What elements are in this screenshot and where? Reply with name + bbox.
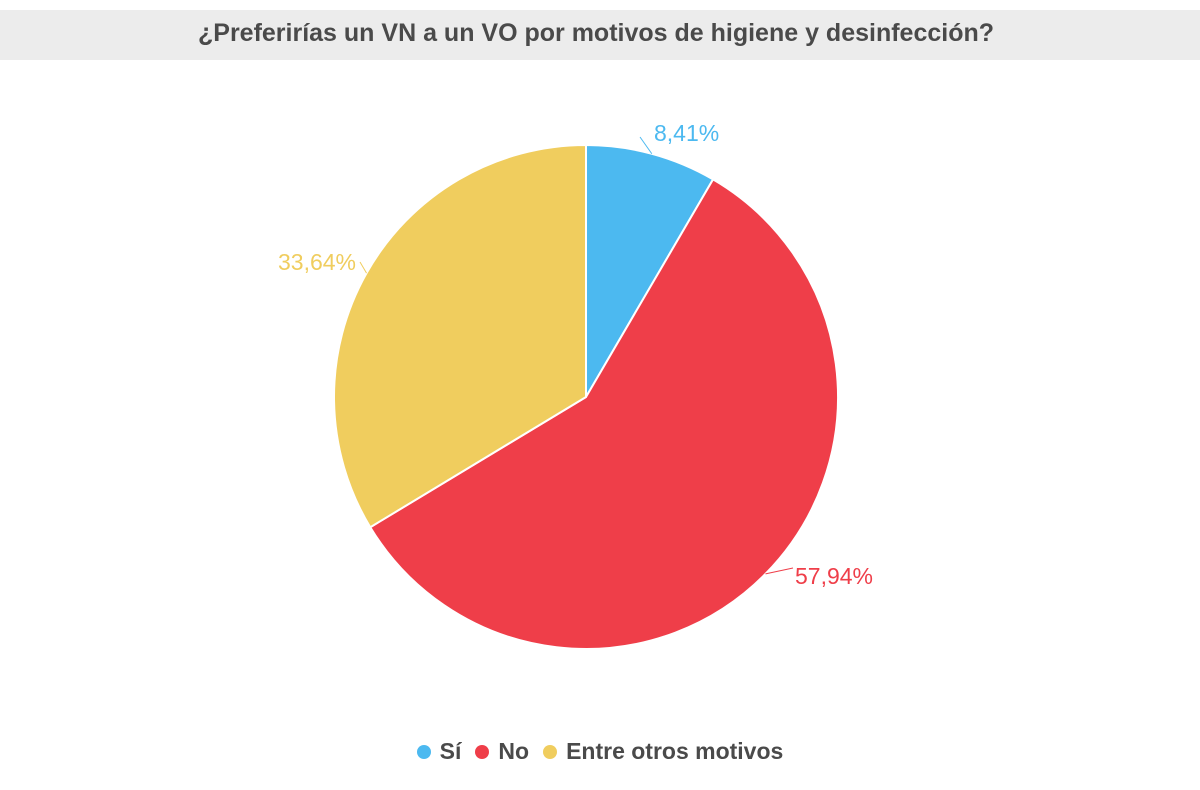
legend-label: Entre otros motivos bbox=[566, 738, 784, 764]
leader-lines bbox=[359, 136, 794, 575]
pie-slice-3 bbox=[333, 144, 587, 529]
legend-item-3: Entre otros motivos bbox=[543, 738, 783, 765]
legend-item-1: Sí bbox=[416, 738, 462, 765]
data-label-3: 33,64% bbox=[278, 249, 356, 275]
leader-line-1 bbox=[639, 136, 653, 155]
pie-slices bbox=[333, 144, 839, 650]
legend-swatch bbox=[475, 744, 490, 759]
legend-label: Sí bbox=[439, 738, 462, 764]
legend: Sí No Entre otros motivos bbox=[0, 738, 1200, 765]
pie-slice-2 bbox=[369, 178, 839, 650]
leader-line-2 bbox=[765, 567, 794, 575]
leader-line-3 bbox=[359, 261, 367, 274]
data-labels: 8,41% 57,94% 33,64% bbox=[278, 120, 873, 589]
legend-swatch bbox=[416, 744, 431, 759]
legend-label: No bbox=[498, 738, 530, 764]
pie-slice-1 bbox=[585, 144, 715, 398]
data-label-1: 8,41% bbox=[654, 120, 719, 146]
legend-swatch bbox=[543, 744, 558, 759]
legend-item-2: No bbox=[475, 738, 529, 765]
title-bar bbox=[0, 10, 1200, 60]
data-label-2: 57,94% bbox=[795, 563, 873, 589]
chart-title: ¿Preferirías un VN a un VO por motivos d… bbox=[198, 19, 995, 47]
